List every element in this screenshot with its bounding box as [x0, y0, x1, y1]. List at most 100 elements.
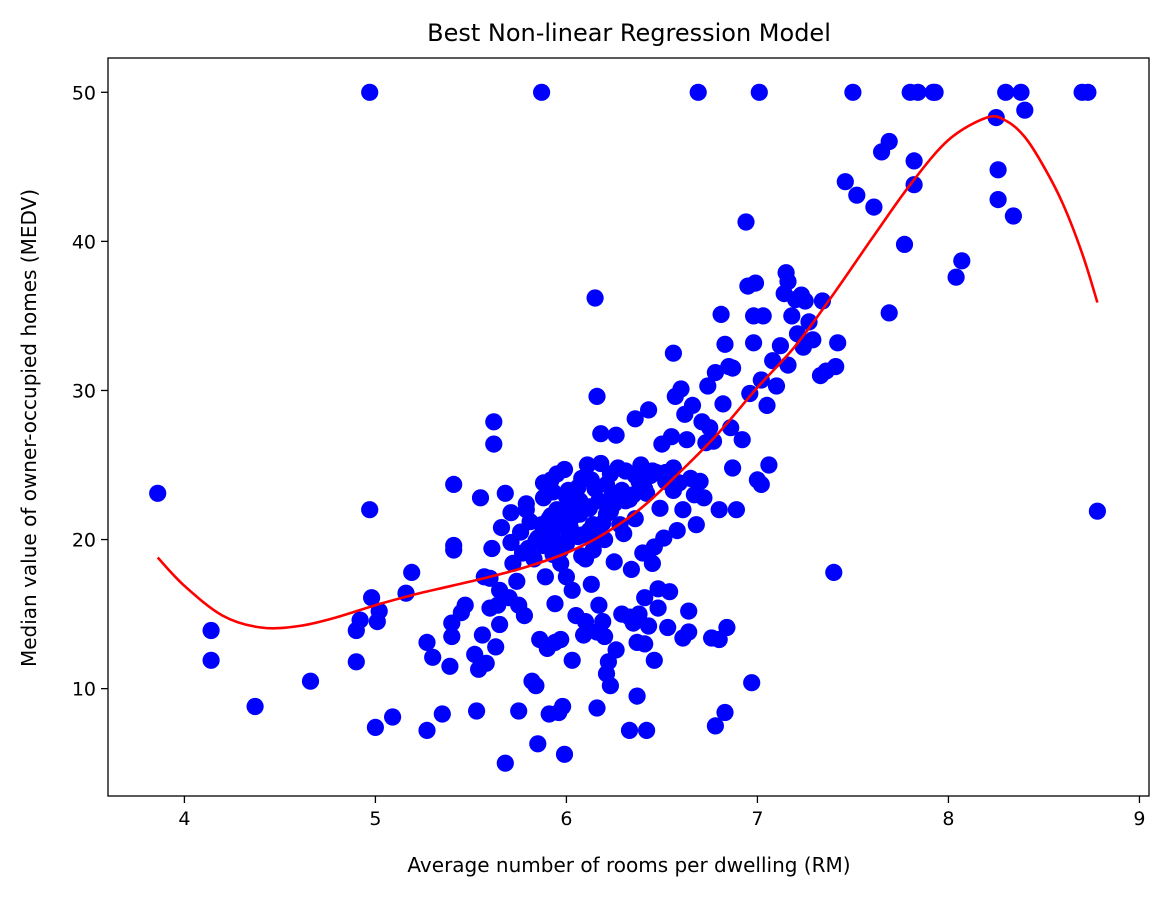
data-point	[779, 273, 797, 291]
data-point	[576, 550, 595, 568]
x-tick-label: 5	[369, 808, 381, 830]
data-point	[485, 413, 503, 431]
data-point	[1079, 83, 1097, 101]
data-point	[836, 173, 854, 191]
data-point	[1016, 101, 1034, 119]
data-point	[664, 344, 683, 362]
x-tick-label: 7	[751, 808, 763, 830]
data-point	[737, 213, 755, 231]
data-point	[536, 568, 555, 586]
data-point	[662, 428, 681, 446]
data-point	[433, 705, 451, 723]
data-point	[706, 364, 725, 382]
data-point	[758, 396, 776, 414]
data-point	[727, 501, 746, 519]
data-point	[363, 589, 381, 607]
data-point	[1004, 207, 1023, 225]
chart-title: Best Non-linear Regression Model	[427, 19, 831, 47]
data-point	[750, 83, 768, 101]
data-point	[441, 657, 459, 675]
y-tick-label: 20	[72, 530, 96, 552]
data-point	[800, 313, 818, 331]
data-point	[592, 425, 610, 443]
data-point	[710, 501, 728, 519]
data-point	[471, 489, 490, 507]
data-point	[626, 510, 644, 528]
data-point	[657, 463, 675, 482]
data-point	[607, 426, 625, 444]
data-point	[477, 654, 495, 672]
data-point	[678, 431, 696, 449]
data-point	[491, 615, 509, 634]
data-point	[202, 651, 220, 669]
data-point	[752, 475, 770, 493]
data-point	[361, 83, 379, 101]
data-point	[552, 630, 570, 649]
data-point	[496, 754, 514, 772]
data-point	[555, 502, 574, 520]
data-point	[865, 198, 883, 216]
data-point	[445, 475, 463, 493]
data-point	[909, 83, 927, 101]
data-point	[746, 274, 765, 292]
data-point	[582, 575, 600, 593]
data-point	[586, 289, 604, 307]
data-point	[487, 638, 505, 656]
y-tick-label: 10	[72, 679, 96, 701]
data-point	[607, 641, 625, 659]
data-point	[443, 627, 461, 646]
data-point	[783, 307, 801, 325]
data-point	[515, 607, 534, 625]
data-point	[508, 572, 526, 590]
data-point	[659, 618, 677, 637]
data-points	[149, 83, 1106, 772]
data-point	[510, 702, 528, 720]
x-tick-label: 4	[178, 808, 190, 830]
data-point	[989, 191, 1007, 209]
data-point	[760, 456, 778, 474]
data-point	[651, 499, 669, 517]
data-point	[716, 335, 734, 353]
data-point	[905, 152, 923, 170]
data-point	[576, 613, 595, 631]
data-point	[628, 687, 646, 705]
y-tick-label: 50	[72, 82, 96, 104]
data-point	[997, 83, 1015, 101]
data-point	[680, 602, 698, 620]
plot-frame	[107, 57, 1150, 797]
data-point	[716, 703, 734, 722]
data-point	[649, 599, 667, 617]
data-point	[527, 677, 545, 695]
data-point	[544, 483, 562, 501]
data-point	[529, 735, 547, 753]
data-point	[573, 526, 591, 544]
x-axis-label: Average number of rooms per dwelling (RM…	[407, 853, 850, 877]
data-point	[563, 651, 581, 669]
data-point	[636, 635, 654, 653]
data-point	[672, 380, 690, 398]
data-point	[554, 697, 572, 716]
data-point	[202, 621, 220, 640]
data-point	[695, 489, 713, 507]
data-point	[741, 384, 759, 403]
data-point	[771, 337, 790, 355]
data-point	[691, 472, 709, 490]
data-point	[492, 519, 511, 537]
data-point	[575, 626, 593, 644]
data-point	[844, 83, 862, 101]
data-point	[370, 602, 388, 620]
data-point	[502, 504, 520, 522]
data-point	[571, 492, 589, 510]
y-axis-ticks: 10 20 30 40 50	[72, 82, 108, 701]
data-point	[563, 581, 581, 599]
data-point	[626, 410, 644, 428]
data-point	[704, 432, 723, 450]
data-point	[733, 431, 751, 449]
data-point	[706, 717, 725, 735]
data-point	[953, 252, 971, 270]
data-point	[905, 176, 923, 194]
data-point	[366, 718, 384, 737]
data-point	[880, 304, 898, 322]
data-point	[149, 484, 167, 502]
